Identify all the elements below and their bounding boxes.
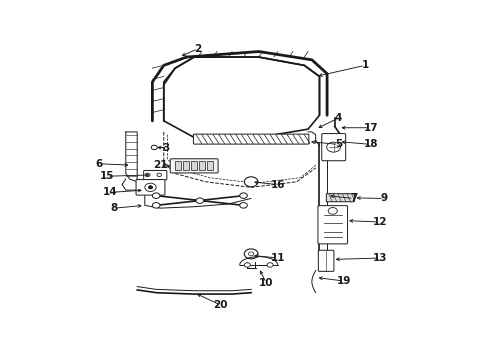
FancyBboxPatch shape bbox=[318, 250, 334, 271]
FancyBboxPatch shape bbox=[318, 206, 347, 244]
Bar bbox=[207, 161, 213, 170]
Text: 12: 12 bbox=[373, 217, 388, 227]
FancyBboxPatch shape bbox=[136, 180, 165, 195]
Text: 5: 5 bbox=[335, 139, 342, 149]
Bar bbox=[191, 161, 197, 170]
Text: 11: 11 bbox=[270, 253, 285, 263]
Text: 1: 1 bbox=[362, 60, 368, 70]
Text: 3: 3 bbox=[162, 143, 170, 153]
Circle shape bbox=[327, 142, 341, 152]
Bar bbox=[175, 161, 181, 170]
FancyBboxPatch shape bbox=[170, 159, 218, 173]
Circle shape bbox=[157, 173, 162, 176]
Text: 17: 17 bbox=[364, 123, 378, 133]
Circle shape bbox=[248, 252, 254, 256]
Text: 21: 21 bbox=[153, 160, 167, 170]
Circle shape bbox=[196, 198, 204, 203]
Text: 15: 15 bbox=[99, 171, 114, 181]
Text: 10: 10 bbox=[259, 278, 273, 288]
Circle shape bbox=[328, 208, 337, 214]
Text: 16: 16 bbox=[270, 180, 285, 190]
Text: 9: 9 bbox=[380, 193, 388, 203]
Circle shape bbox=[152, 193, 160, 198]
Text: 8: 8 bbox=[111, 203, 118, 213]
Text: 18: 18 bbox=[364, 139, 378, 149]
Text: 14: 14 bbox=[103, 187, 118, 197]
Circle shape bbox=[240, 193, 247, 198]
FancyBboxPatch shape bbox=[326, 194, 354, 202]
Text: 6: 6 bbox=[96, 159, 103, 169]
Text: 20: 20 bbox=[214, 300, 228, 310]
Circle shape bbox=[267, 263, 273, 267]
Circle shape bbox=[148, 186, 153, 189]
Bar bbox=[199, 161, 205, 170]
Circle shape bbox=[145, 183, 156, 192]
Text: 19: 19 bbox=[337, 276, 351, 286]
Text: 2: 2 bbox=[195, 44, 201, 54]
Circle shape bbox=[151, 145, 157, 150]
FancyBboxPatch shape bbox=[194, 134, 309, 144]
Circle shape bbox=[245, 177, 258, 187]
FancyBboxPatch shape bbox=[322, 134, 345, 161]
Text: 4: 4 bbox=[335, 113, 342, 123]
Text: 13: 13 bbox=[373, 253, 388, 263]
Bar bbox=[183, 161, 189, 170]
Text: 7: 7 bbox=[350, 193, 357, 203]
Circle shape bbox=[245, 263, 250, 267]
Circle shape bbox=[240, 203, 247, 208]
Circle shape bbox=[245, 249, 258, 259]
Circle shape bbox=[146, 173, 150, 176]
FancyBboxPatch shape bbox=[144, 170, 167, 180]
Circle shape bbox=[152, 203, 160, 208]
